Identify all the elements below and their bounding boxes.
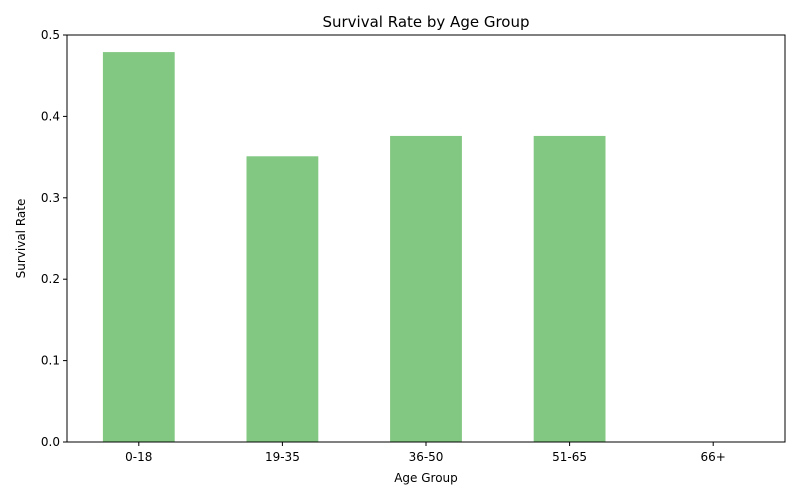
bar-51-65 <box>533 135 606 442</box>
y-tick-label: 0.1 <box>41 354 60 368</box>
x-axis-ticks: 0-18 19-35 36-50 51-65 66+ <box>125 442 726 464</box>
plot-area-frame <box>66 34 786 443</box>
bars-group <box>102 52 606 443</box>
y-tick-label: 0.0 <box>41 435 60 449</box>
y-tick-label: 0.2 <box>41 272 60 286</box>
bar-36-50 <box>390 135 462 442</box>
x-tick-label: 36-50 <box>409 450 444 464</box>
y-tick-label: 0.3 <box>41 191 60 205</box>
bar-19-35 <box>246 156 319 442</box>
y-axis-title: Survival Rate <box>14 199 28 279</box>
x-axis-title: Age Group <box>394 471 458 485</box>
chart-title: Survival Rate by Age Group <box>322 13 529 31</box>
x-tick-label: 0-18 <box>125 450 152 464</box>
x-tick-label: 51-65 <box>552 450 587 464</box>
x-tick-label: 66+ <box>701 450 726 464</box>
bar-0-18 <box>102 52 175 443</box>
y-tick-label: 0.5 <box>41 28 60 42</box>
y-tick-label: 0.4 <box>41 109 60 123</box>
y-axis-ticks: 0.0 0.1 0.2 0.3 0.4 0.5 <box>41 28 67 449</box>
x-tick-label: 19-35 <box>265 450 300 464</box>
